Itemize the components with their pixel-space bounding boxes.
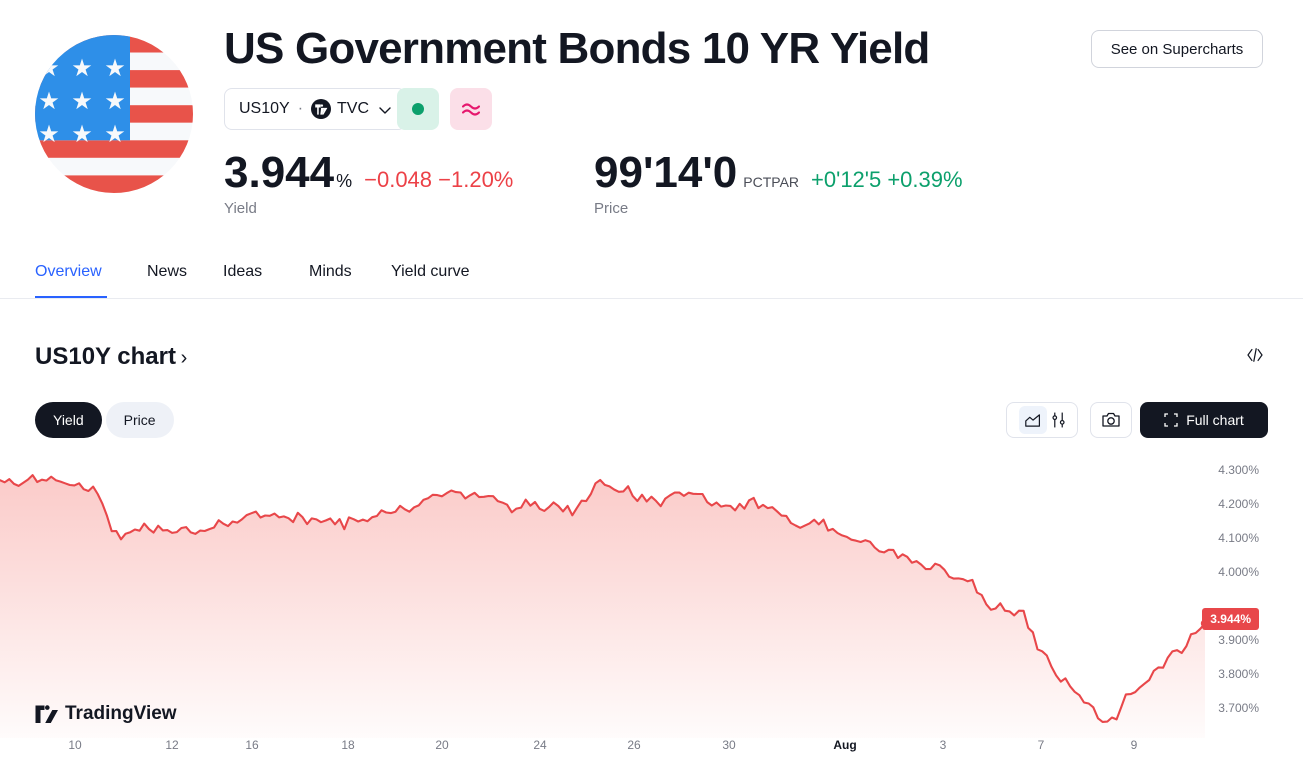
- svg-text:★: ★: [104, 88, 126, 115]
- svg-text:★: ★: [71, 88, 93, 115]
- svg-text:★: ★: [104, 55, 126, 82]
- svg-text:★: ★: [71, 121, 93, 148]
- svg-text:★: ★: [71, 55, 93, 82]
- svg-text:★: ★: [38, 55, 60, 82]
- svg-text:★: ★: [38, 121, 60, 148]
- svg-text:★: ★: [38, 88, 60, 115]
- svg-text:★: ★: [104, 121, 126, 148]
